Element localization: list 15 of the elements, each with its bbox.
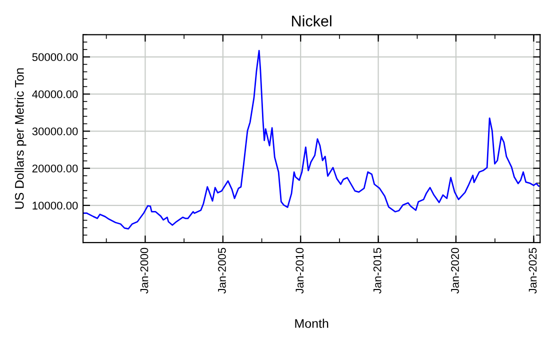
- chart-title: Nickel: [292, 15, 332, 26]
- x-axis-title: Month: [295, 318, 328, 328]
- y-axis-title: US Dollars per Metric Ton: [14, 68, 26, 209]
- x-tick-label: Jan-2015: [373, 248, 382, 294]
- line-series: [83, 50, 540, 230]
- x-tick-label: Jan-2025: [528, 248, 537, 294]
- x-tick-label: Jan-2005: [218, 248, 226, 294]
- y-tick-label: 20000.00: [32, 164, 78, 172]
- x-tick-label: Jan-2000: [140, 248, 148, 294]
- y-tick-label: 50000.00: [32, 53, 78, 62]
- y-tick-label: 30000.00: [32, 127, 78, 136]
- y-tick-label: 40000.00: [32, 90, 78, 98]
- x-tick-label: Jan-2020: [451, 248, 459, 294]
- y-tick-label: 10000.00: [32, 202, 78, 210]
- x-tick-label: Jan-2010: [296, 248, 304, 294]
